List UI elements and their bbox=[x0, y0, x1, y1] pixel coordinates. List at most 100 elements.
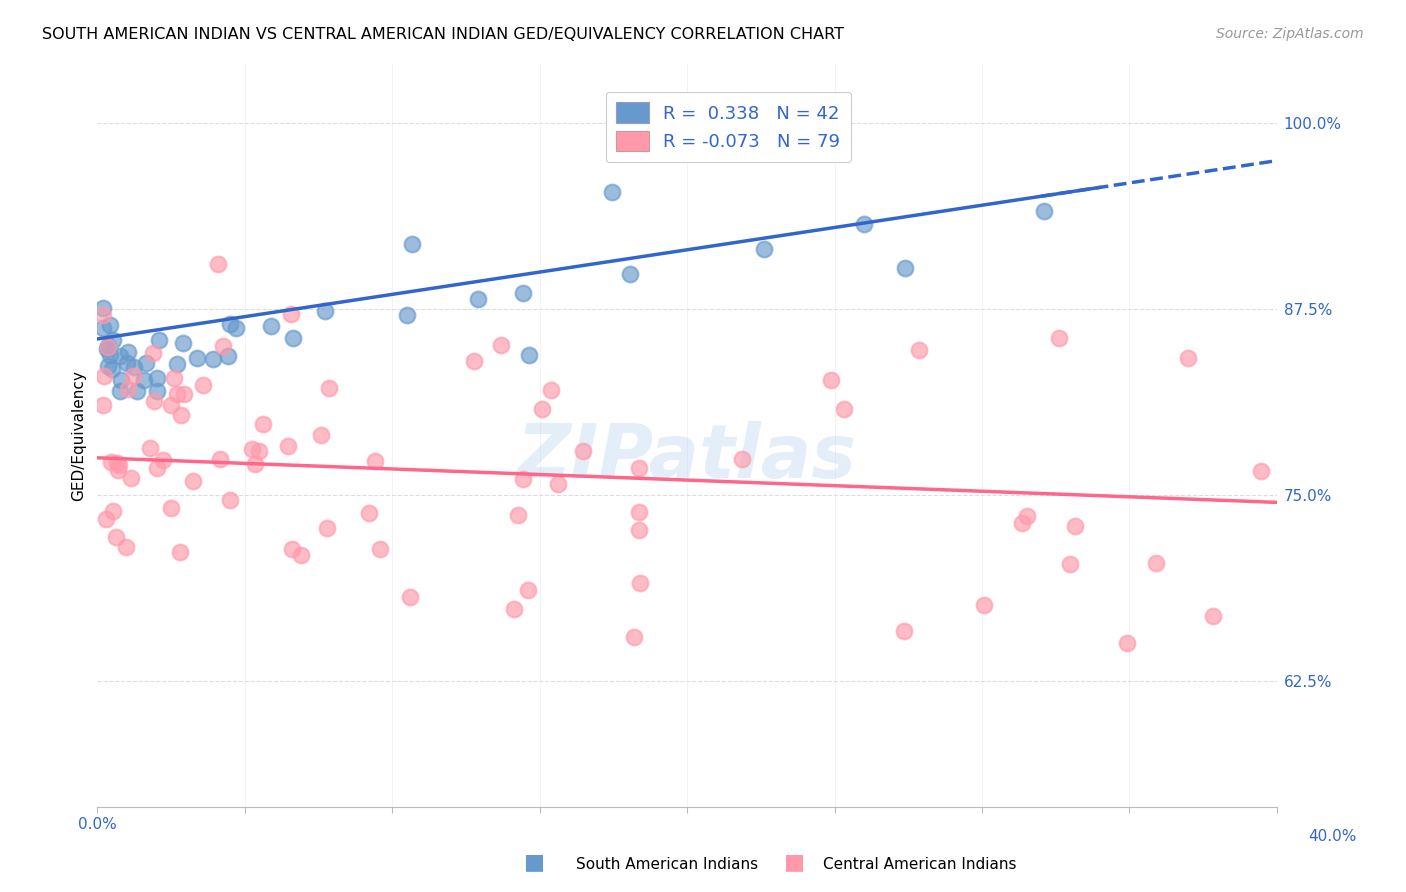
Point bbox=[512, 285, 534, 300]
Point bbox=[540, 384, 562, 398]
Point bbox=[503, 602, 526, 616]
Point bbox=[820, 374, 842, 388]
Text: 40.0%: 40.0% bbox=[1309, 830, 1357, 844]
Point bbox=[152, 453, 174, 467]
Point bbox=[572, 444, 595, 458]
Point bbox=[97, 339, 120, 353]
Point bbox=[316, 521, 339, 535]
Text: SOUTH AMERICAN INDIAN VS CENTRAL AMERICAN INDIAN GED/EQUIVALENCY CORRELATION CHA: SOUTH AMERICAN INDIAN VS CENTRAL AMERICA… bbox=[42, 27, 844, 42]
Point bbox=[117, 345, 139, 359]
Point bbox=[973, 598, 995, 612]
Point bbox=[105, 530, 128, 544]
Point bbox=[318, 382, 340, 396]
Point bbox=[399, 591, 422, 605]
Text: ■: ■ bbox=[524, 853, 544, 872]
Point bbox=[142, 346, 165, 360]
Point bbox=[627, 461, 650, 475]
Point bbox=[207, 257, 229, 271]
Point bbox=[219, 493, 242, 508]
Text: ZIPatlas: ZIPatlas bbox=[517, 421, 858, 494]
Point bbox=[108, 458, 131, 472]
Point bbox=[368, 541, 391, 556]
Point bbox=[314, 304, 336, 318]
Point bbox=[1116, 636, 1139, 650]
Point bbox=[160, 398, 183, 412]
Text: Central American Indians: Central American Indians bbox=[823, 857, 1017, 872]
Point bbox=[225, 321, 247, 335]
Point bbox=[463, 353, 485, 368]
Point bbox=[107, 463, 129, 477]
Point bbox=[100, 318, 122, 332]
Point bbox=[135, 356, 157, 370]
Point bbox=[202, 352, 225, 367]
Point bbox=[145, 384, 167, 398]
Point bbox=[208, 452, 231, 467]
Point bbox=[101, 333, 124, 347]
Point bbox=[517, 348, 540, 362]
Point bbox=[186, 351, 208, 365]
Point bbox=[211, 339, 233, 353]
Point bbox=[832, 401, 855, 416]
Point bbox=[467, 292, 489, 306]
Point bbox=[1202, 609, 1225, 624]
Point bbox=[512, 471, 534, 485]
Point bbox=[173, 387, 195, 401]
Point bbox=[98, 347, 121, 361]
Point bbox=[163, 370, 186, 384]
Point bbox=[259, 318, 281, 333]
Point bbox=[853, 217, 876, 231]
Point bbox=[160, 500, 183, 515]
Point bbox=[1017, 509, 1039, 524]
Text: South American Indians: South American Indians bbox=[576, 857, 759, 872]
Point bbox=[627, 523, 650, 537]
Point bbox=[1064, 519, 1087, 533]
Point bbox=[364, 454, 387, 468]
Point bbox=[217, 349, 239, 363]
Point bbox=[1059, 557, 1081, 571]
Point bbox=[517, 582, 540, 597]
Point bbox=[1177, 351, 1199, 365]
Point bbox=[97, 341, 120, 355]
Point bbox=[93, 369, 115, 384]
Point bbox=[96, 511, 118, 525]
Point bbox=[754, 242, 776, 256]
Point bbox=[108, 384, 131, 398]
Point bbox=[893, 624, 915, 638]
Point bbox=[91, 320, 114, 334]
Point bbox=[108, 349, 131, 363]
Point bbox=[547, 477, 569, 491]
Point bbox=[396, 308, 419, 322]
Point bbox=[101, 362, 124, 376]
Point bbox=[219, 318, 242, 332]
Point bbox=[122, 368, 145, 383]
Point bbox=[893, 260, 915, 275]
Point bbox=[530, 402, 553, 417]
Point bbox=[277, 439, 299, 453]
Point bbox=[100, 455, 122, 469]
Point bbox=[122, 360, 145, 375]
Point bbox=[619, 267, 641, 281]
Point bbox=[628, 575, 651, 590]
Point bbox=[908, 343, 931, 357]
Point bbox=[357, 506, 380, 520]
Point bbox=[134, 373, 156, 387]
Point bbox=[146, 371, 169, 385]
Point bbox=[146, 460, 169, 475]
Text: Source: ZipAtlas.com: Source: ZipAtlas.com bbox=[1216, 27, 1364, 41]
Legend: R =  0.338   N = 42, R = -0.073   N = 79: R = 0.338 N = 42, R = -0.073 N = 79 bbox=[606, 92, 851, 162]
Point bbox=[1011, 516, 1033, 530]
Point bbox=[1047, 331, 1070, 345]
Point bbox=[508, 508, 530, 523]
Point bbox=[115, 356, 138, 370]
Point bbox=[290, 549, 312, 563]
Point bbox=[148, 333, 170, 347]
Point bbox=[247, 444, 270, 458]
Point bbox=[183, 474, 205, 488]
Point bbox=[91, 398, 114, 412]
Point bbox=[117, 382, 139, 396]
Point bbox=[1144, 556, 1167, 570]
Point bbox=[252, 417, 274, 432]
Point bbox=[125, 384, 148, 398]
Point bbox=[91, 308, 114, 322]
Point bbox=[166, 357, 188, 371]
